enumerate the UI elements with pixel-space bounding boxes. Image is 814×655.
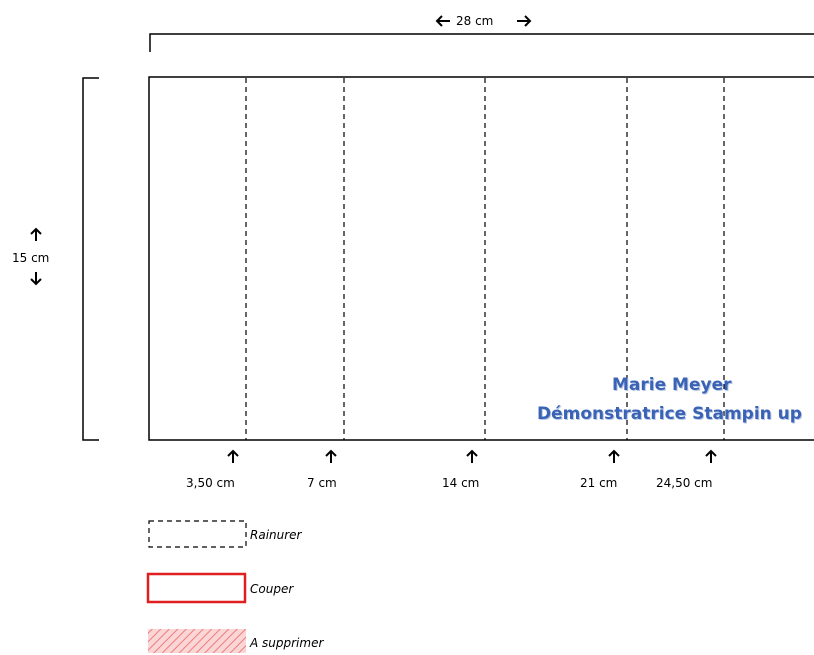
legend-score-label: Rainurer: [250, 528, 302, 542]
score-label: 14 cm: [442, 476, 480, 490]
watermark-name: Marie Meyer: [612, 375, 732, 395]
legend-score-swatch: [148, 520, 247, 548]
score-lines: [245, 78, 725, 440]
legend-cut-label: Couper: [250, 582, 294, 596]
legend-remove-label: A supprimer: [250, 636, 324, 650]
score-label: 7 cm: [307, 476, 337, 490]
up-arrow-icon: [227, 449, 239, 463]
up-arrow-icon: [466, 449, 478, 463]
width-bracket: [149, 33, 814, 52]
card-panel: [148, 76, 814, 441]
score-label: 21 cm: [580, 476, 618, 490]
score-label: 3,50 cm: [186, 476, 235, 490]
up-arrow-icon: [705, 449, 717, 463]
score-arrows: [227, 449, 717, 463]
height-arrows-icon: [30, 227, 42, 286]
legend-cut-swatch: [146, 572, 247, 604]
legend-remove-swatch: [148, 629, 246, 653]
up-arrow-icon: [608, 449, 620, 463]
width-label: 28 cm: [456, 14, 494, 28]
score-label: 24,50 cm: [656, 476, 713, 490]
width-arrows-icon: [435, 15, 532, 27]
watermark-title: Démonstratrice Stampin up: [537, 404, 802, 424]
height-label: 15 cm: [12, 251, 50, 265]
up-arrow-icon: [325, 449, 337, 463]
height-bracket: [82, 77, 99, 441]
